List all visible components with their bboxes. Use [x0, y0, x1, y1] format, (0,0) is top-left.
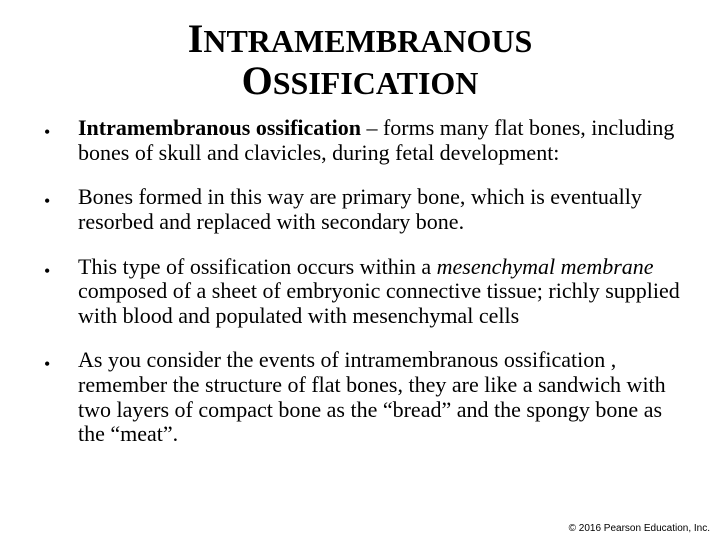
- bullet-italic-term: mesenchymal membrane: [437, 254, 654, 279]
- bullet-text-pre: This type of ossification occurs within …: [78, 254, 437, 279]
- bullet-text: Bones formed in this way are primary bon…: [78, 184, 642, 234]
- bullet-text-post: composed of a sheet of embryonic connect…: [78, 278, 680, 328]
- slide-title: INTRAMEMBRANOUS OSSIFICATION: [34, 18, 686, 102]
- bullet-text: As you consider the events of intramembr…: [78, 347, 666, 446]
- title-line-1: INTRAMEMBRANOUS: [34, 18, 686, 60]
- bullet-bold-term: Intramembranous ossification: [78, 115, 361, 140]
- title-cap-2: O: [242, 58, 273, 103]
- list-item: Bones formed in this way are primary bon…: [34, 185, 686, 234]
- list-item: This type of ossification occurs within …: [34, 255, 686, 329]
- title-small-2: SSIFICATION: [273, 65, 479, 101]
- list-item: As you consider the events of intramembr…: [34, 348, 686, 447]
- title-cap-1: I: [188, 16, 204, 61]
- bullet-list: Intramembranous ossification – forms man…: [34, 116, 686, 447]
- title-small-1: NTRAMEMBRANOUS: [203, 23, 532, 59]
- copyright-notice: © 2016 Pearson Education, Inc.: [569, 523, 710, 534]
- list-item: Intramembranous ossification – forms man…: [34, 116, 686, 165]
- title-line-2: OSSIFICATION: [34, 60, 686, 102]
